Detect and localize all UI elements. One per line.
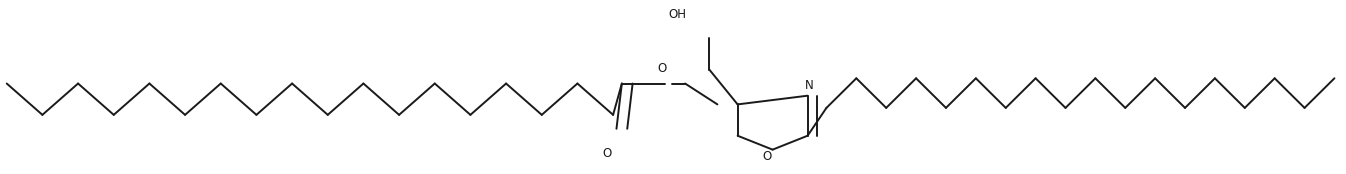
Text: O: O xyxy=(603,147,611,160)
Text: O: O xyxy=(763,150,771,163)
Text: O: O xyxy=(658,62,666,75)
Text: N: N xyxy=(805,79,814,92)
Text: OH: OH xyxy=(669,8,686,21)
